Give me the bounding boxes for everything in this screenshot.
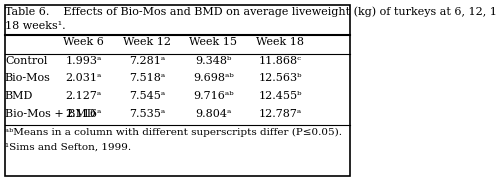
- Text: BMD: BMD: [5, 91, 33, 101]
- Text: 9.348ᵇ: 9.348ᵇ: [195, 56, 232, 66]
- Text: Bio-Mos: Bio-Mos: [5, 73, 51, 83]
- Text: 7.545ᵃ: 7.545ᵃ: [128, 91, 165, 101]
- Text: Week 6: Week 6: [63, 37, 104, 47]
- Text: 7.535ᵃ: 7.535ᵃ: [128, 109, 165, 119]
- Text: Bio-Mos + BMD: Bio-Mos + BMD: [5, 109, 96, 119]
- Text: 18 weeks¹.: 18 weeks¹.: [5, 21, 65, 31]
- Text: 12.455ᵇ: 12.455ᵇ: [258, 91, 302, 101]
- Text: Table 6.    Effects of Bio-Mos and BMD on average liveweight (kg) of turkeys at : Table 6. Effects of Bio-Mos and BMD on a…: [5, 7, 496, 17]
- Text: Week 12: Week 12: [123, 37, 171, 47]
- Text: 2.116ᵃ: 2.116ᵃ: [65, 109, 102, 119]
- Text: Control: Control: [5, 56, 47, 66]
- Text: 12.563ᵇ: 12.563ᵇ: [258, 73, 302, 83]
- Text: ¹Sims and Sefton, 1999.: ¹Sims and Sefton, 1999.: [5, 142, 131, 152]
- Text: 7.518ᵃ: 7.518ᵃ: [128, 73, 165, 83]
- Text: 11.868ᶜ: 11.868ᶜ: [258, 56, 302, 66]
- Text: 9.698ᵃᵇ: 9.698ᵃᵇ: [193, 73, 234, 83]
- Text: 1.993ᵃ: 1.993ᵃ: [65, 56, 102, 66]
- Text: 2.127ᵃ: 2.127ᵃ: [65, 91, 102, 101]
- Text: 9.804ᵃ: 9.804ᵃ: [195, 109, 232, 119]
- Text: 7.281ᵃ: 7.281ᵃ: [128, 56, 165, 66]
- Text: ᵃᵇMeans in a column with different superscripts differ (P≤0.05).: ᵃᵇMeans in a column with different super…: [5, 128, 342, 137]
- Text: 9.716ᵃᵇ: 9.716ᵃᵇ: [193, 91, 234, 101]
- Text: Week 18: Week 18: [256, 37, 304, 47]
- Text: Week 15: Week 15: [189, 37, 238, 47]
- Text: 2.031ᵃ: 2.031ᵃ: [65, 73, 102, 83]
- Text: 12.787ᵃ: 12.787ᵃ: [258, 109, 302, 119]
